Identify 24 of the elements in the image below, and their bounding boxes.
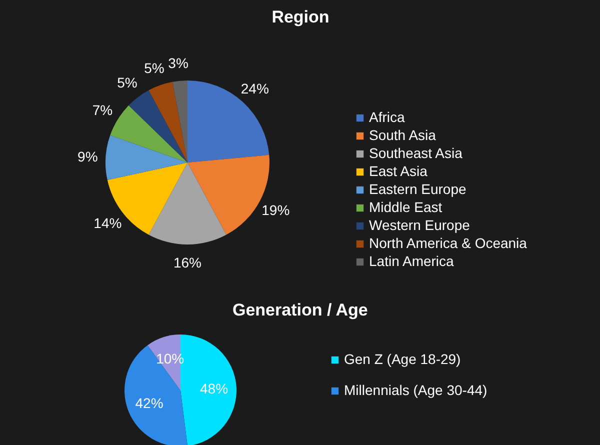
legend-label: Millennials (Age 30-44) [344, 382, 488, 398]
data-label: 5% [144, 60, 164, 76]
chart-title: Region [272, 8, 330, 26]
legend-label: Latin America [369, 253, 454, 269]
chart-title: Generation / Age [232, 300, 368, 320]
data-label: 16% [173, 254, 202, 271]
data-label: 24% [240, 80, 269, 97]
legend-label: Eastern Europe [369, 181, 466, 197]
data-label: 19% [262, 202, 290, 218]
legend-label: Africa [369, 109, 405, 125]
data-label: 7% [92, 102, 113, 118]
data-label: 3% [168, 54, 188, 71]
legend-label: North America & Oceania [369, 235, 527, 251]
data-label: 42% [135, 394, 164, 411]
legend-label: East Asia [369, 163, 428, 179]
data-label: 9% [78, 148, 98, 164]
legend-label: Southeast Asia [369, 145, 462, 161]
data-label: 5% [117, 74, 138, 91]
legend-label: Western Europe [369, 217, 470, 233]
data-label: 14% [94, 214, 122, 231]
legend-label: Middle East [369, 199, 442, 215]
legend-label: Gen Z (Age 18-29) [344, 351, 461, 367]
legend-label: South Asia [369, 127, 436, 143]
data-label: 48% [200, 380, 228, 396]
